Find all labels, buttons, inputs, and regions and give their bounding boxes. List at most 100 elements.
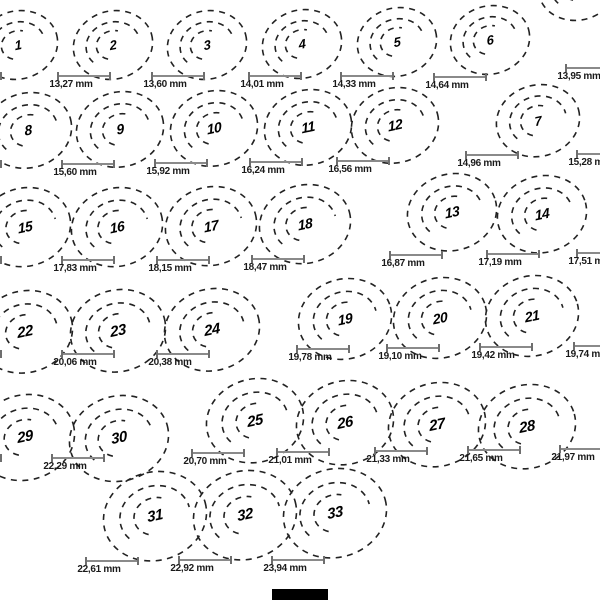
ring-number: 14 xyxy=(534,204,550,224)
ring xyxy=(258,6,346,82)
measure-label: 16,87 mm xyxy=(381,258,425,269)
ring-circle xyxy=(70,186,164,268)
ring xyxy=(292,377,398,468)
measure-label: 20,70 mm xyxy=(183,456,227,467)
measure-ruler xyxy=(0,160,2,168)
measure-label: 15,28 mm xyxy=(568,157,600,168)
measure-label: 13,95 mm xyxy=(557,71,600,82)
ring xyxy=(384,379,490,470)
measure-ruler xyxy=(573,342,600,350)
ring-number: 11 xyxy=(300,117,316,137)
ring-circle xyxy=(102,470,208,562)
measure-label: 13,60 mm xyxy=(143,79,187,90)
measure-ruler xyxy=(51,454,105,462)
measure-label: 21,97 mm xyxy=(551,452,595,463)
measure-label: 21,33 mm xyxy=(366,454,410,465)
measure-label: 16,24 mm xyxy=(241,165,285,176)
measure-ruler xyxy=(296,345,350,353)
ring-circle xyxy=(69,288,167,374)
measure-label: 14,01 mm xyxy=(240,79,284,90)
ring-number: 2 xyxy=(108,36,118,54)
ring-circle xyxy=(72,9,154,81)
ring-circle xyxy=(164,185,258,267)
ring-circle xyxy=(387,382,487,468)
ring-circle xyxy=(166,9,248,81)
measure-ruler xyxy=(374,447,428,455)
ring xyxy=(72,88,168,171)
ring-number: 29 xyxy=(16,426,34,448)
measure-label: 19,78 mm xyxy=(288,352,332,363)
ring-number: 20 xyxy=(432,308,448,328)
ring-number: 18 xyxy=(297,214,313,234)
ring xyxy=(474,381,580,472)
ring-circle xyxy=(356,6,438,78)
measure-ruler xyxy=(251,255,305,263)
ring xyxy=(0,7,62,83)
ring-circle xyxy=(169,89,259,167)
ring-number: 23 xyxy=(109,320,127,342)
ring-number: 32 xyxy=(236,504,254,526)
measure-ruler xyxy=(433,73,487,81)
measure-ruler xyxy=(61,350,115,358)
measure-ruler xyxy=(61,160,115,168)
ring-number: 22 xyxy=(16,321,34,343)
ring-circle xyxy=(350,86,440,164)
measure-label: 18,15 mm xyxy=(148,263,192,274)
measure-label: 22,29 mm xyxy=(43,461,87,472)
ring-number: 24 xyxy=(203,319,221,341)
ring-circle xyxy=(163,287,261,373)
measure-ruler xyxy=(465,151,519,159)
measure-label: 21,01 mm xyxy=(268,455,312,466)
measure-label: 13,27 mm xyxy=(49,79,93,90)
partial-ring xyxy=(534,0,600,24)
ring-number: 21 xyxy=(524,306,540,326)
ring xyxy=(493,172,591,257)
measure-ruler xyxy=(576,249,600,257)
ring-circle xyxy=(496,174,588,254)
ring xyxy=(69,7,157,83)
ring xyxy=(446,2,534,78)
measure-ruler xyxy=(0,454,2,462)
measure-ruler xyxy=(271,556,325,564)
measure-ruler xyxy=(486,250,540,258)
measure-ruler xyxy=(248,72,302,80)
ring-number: 6 xyxy=(485,31,495,49)
measure-label: 16,56 mm xyxy=(328,164,372,175)
measure-ruler xyxy=(386,344,440,352)
ring xyxy=(347,84,443,167)
ring-number: 19 xyxy=(337,309,353,329)
ring-circle xyxy=(261,8,343,80)
measure-ruler xyxy=(61,256,115,264)
measure-label: 17,83 mm xyxy=(53,263,97,274)
ring xyxy=(0,89,76,172)
ring-circle xyxy=(495,84,581,158)
ring-number: 30 xyxy=(110,427,128,449)
ring-number: 12 xyxy=(387,115,403,135)
measure-ruler xyxy=(0,350,2,358)
bottom-bar xyxy=(272,589,328,600)
measure-label: 17,51 mm xyxy=(568,256,600,267)
measure-ruler xyxy=(276,448,330,456)
measure-ruler xyxy=(479,343,533,351)
ring-number: 1 xyxy=(13,36,23,54)
ring xyxy=(166,87,262,170)
ring xyxy=(389,274,491,362)
measure-ruler xyxy=(154,159,208,167)
measure-ruler xyxy=(178,556,232,564)
measure-ruler xyxy=(565,64,600,72)
ring-number: 17 xyxy=(203,216,219,236)
ring-circle xyxy=(0,289,74,375)
ring xyxy=(279,465,391,561)
measure-ruler xyxy=(156,350,210,358)
ring-number: 16 xyxy=(109,217,125,237)
ring xyxy=(0,184,75,270)
ring xyxy=(481,272,583,360)
measure-label: 23,94 mm xyxy=(263,563,307,574)
measure-label: 14,64 mm xyxy=(425,80,469,91)
measure-ruler xyxy=(340,72,394,80)
ring-number: 26 xyxy=(336,412,354,434)
ring-circle xyxy=(537,0,600,22)
ring-circle xyxy=(477,384,577,470)
ring xyxy=(0,287,77,377)
